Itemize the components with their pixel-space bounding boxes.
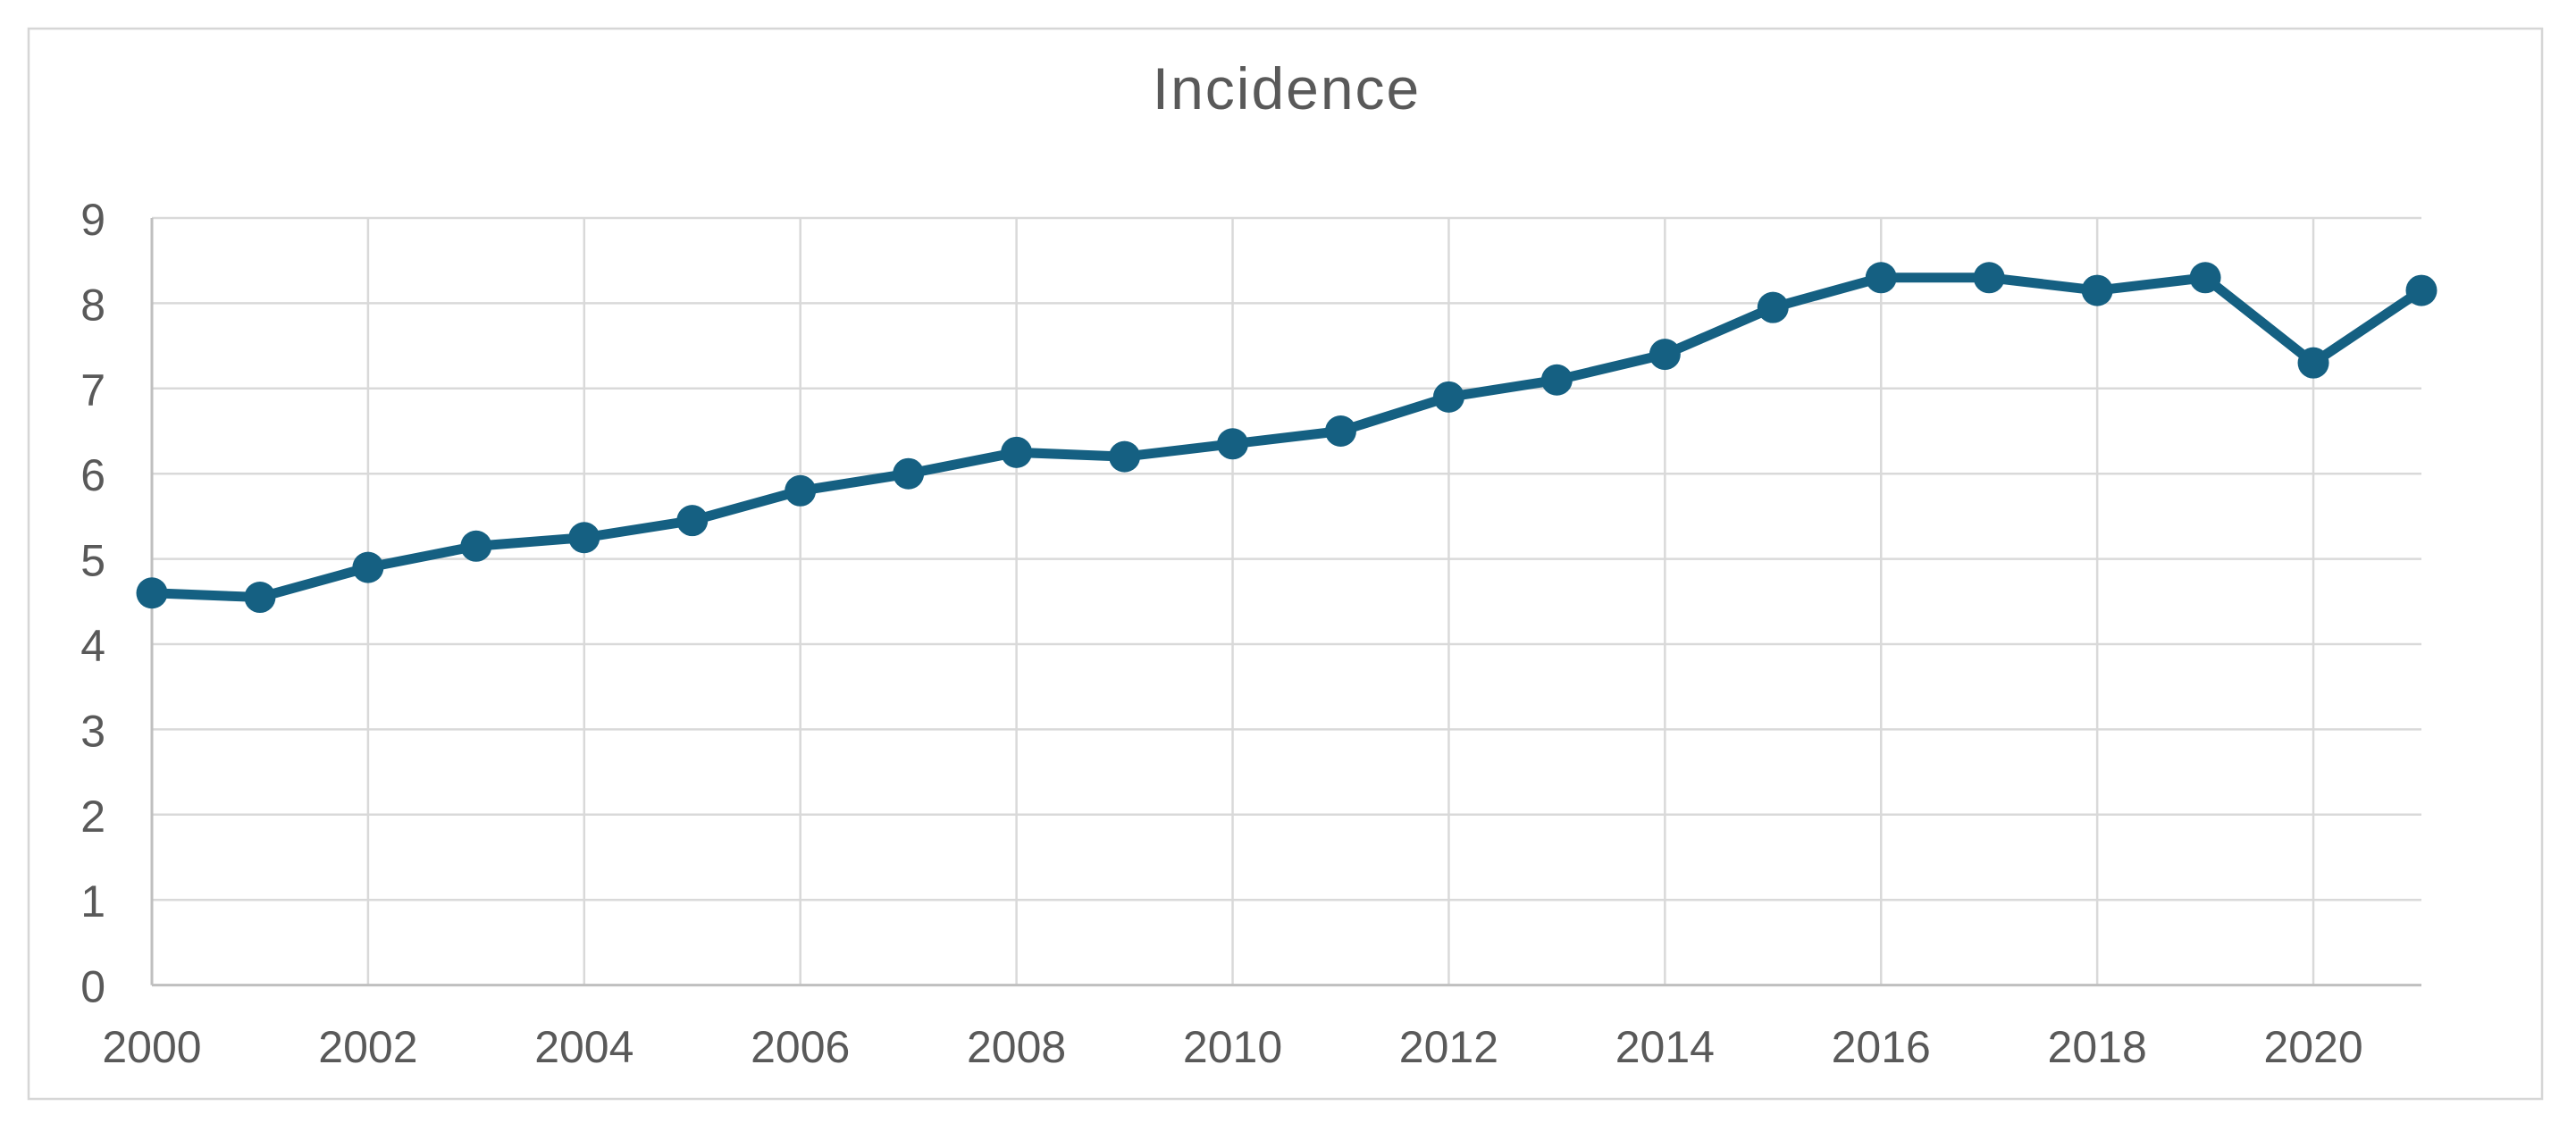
chart-title: Incidence — [1153, 55, 1422, 122]
x-tick-label: 2004 — [534, 1022, 634, 1072]
y-tick-label: 6 — [80, 450, 105, 500]
gridlines-group — [152, 216, 2421, 985]
x-tick-label: 2008 — [967, 1022, 1066, 1072]
x-tick-label: 2014 — [1615, 1022, 1715, 1072]
data-point-marker — [1001, 436, 1033, 468]
series-group — [136, 262, 2438, 614]
y-tick-label: 1 — [80, 876, 105, 926]
y-tick-label: 3 — [80, 706, 105, 756]
data-point-marker — [1324, 415, 1356, 447]
data-point-marker — [352, 551, 384, 583]
data-point-marker — [1973, 262, 2005, 294]
data-point-marker — [244, 582, 276, 614]
data-point-marker — [568, 522, 600, 554]
y-tick-label: 5 — [80, 536, 105, 586]
data-point-marker — [460, 530, 492, 562]
data-point-marker — [1540, 364, 1573, 396]
data-point-marker — [136, 577, 168, 609]
y-tick-label: 8 — [80, 280, 105, 330]
y-tick-label: 0 — [80, 962, 105, 1012]
data-point-marker — [1865, 262, 1897, 294]
data-point-marker — [893, 457, 925, 490]
y-tick-label: 2 — [80, 792, 105, 842]
data-point-marker — [676, 505, 709, 537]
y-tick-label: 7 — [80, 365, 105, 415]
x-tick-label: 2020 — [2263, 1022, 2362, 1072]
data-point-marker — [1757, 291, 1789, 323]
x-tick-label: 2000 — [102, 1022, 201, 1072]
x-tick-label: 2018 — [2048, 1022, 2147, 1072]
x-tick-label: 2006 — [751, 1022, 850, 1072]
x-tick-label: 2010 — [1183, 1022, 1282, 1072]
chart-area-border — [27, 27, 2544, 1101]
data-point-marker — [1432, 381, 1464, 413]
data-point-marker — [1217, 428, 1249, 460]
y-tick-label: 9 — [80, 195, 105, 245]
tick-labels-group: 0 1 2 3 4 5 6 7 8 9 2000 2002 2004 2006 2008 2010 2012 20… — [80, 195, 2362, 1072]
data-point-marker — [2405, 274, 2438, 306]
data-point-marker — [2297, 347, 2329, 379]
y-tick-label: 4 — [80, 621, 105, 671]
data-point-marker — [1649, 339, 1681, 371]
x-tick-label: 2012 — [1399, 1022, 1498, 1072]
data-point-marker — [2081, 274, 2113, 306]
data-point-marker — [785, 474, 817, 507]
series-line — [147, 272, 2427, 603]
data-point-marker — [1109, 440, 1141, 473]
x-tick-label: 2002 — [318, 1022, 417, 1072]
x-tick-label: 2016 — [1832, 1022, 1931, 1072]
data-point-marker — [2189, 262, 2221, 294]
